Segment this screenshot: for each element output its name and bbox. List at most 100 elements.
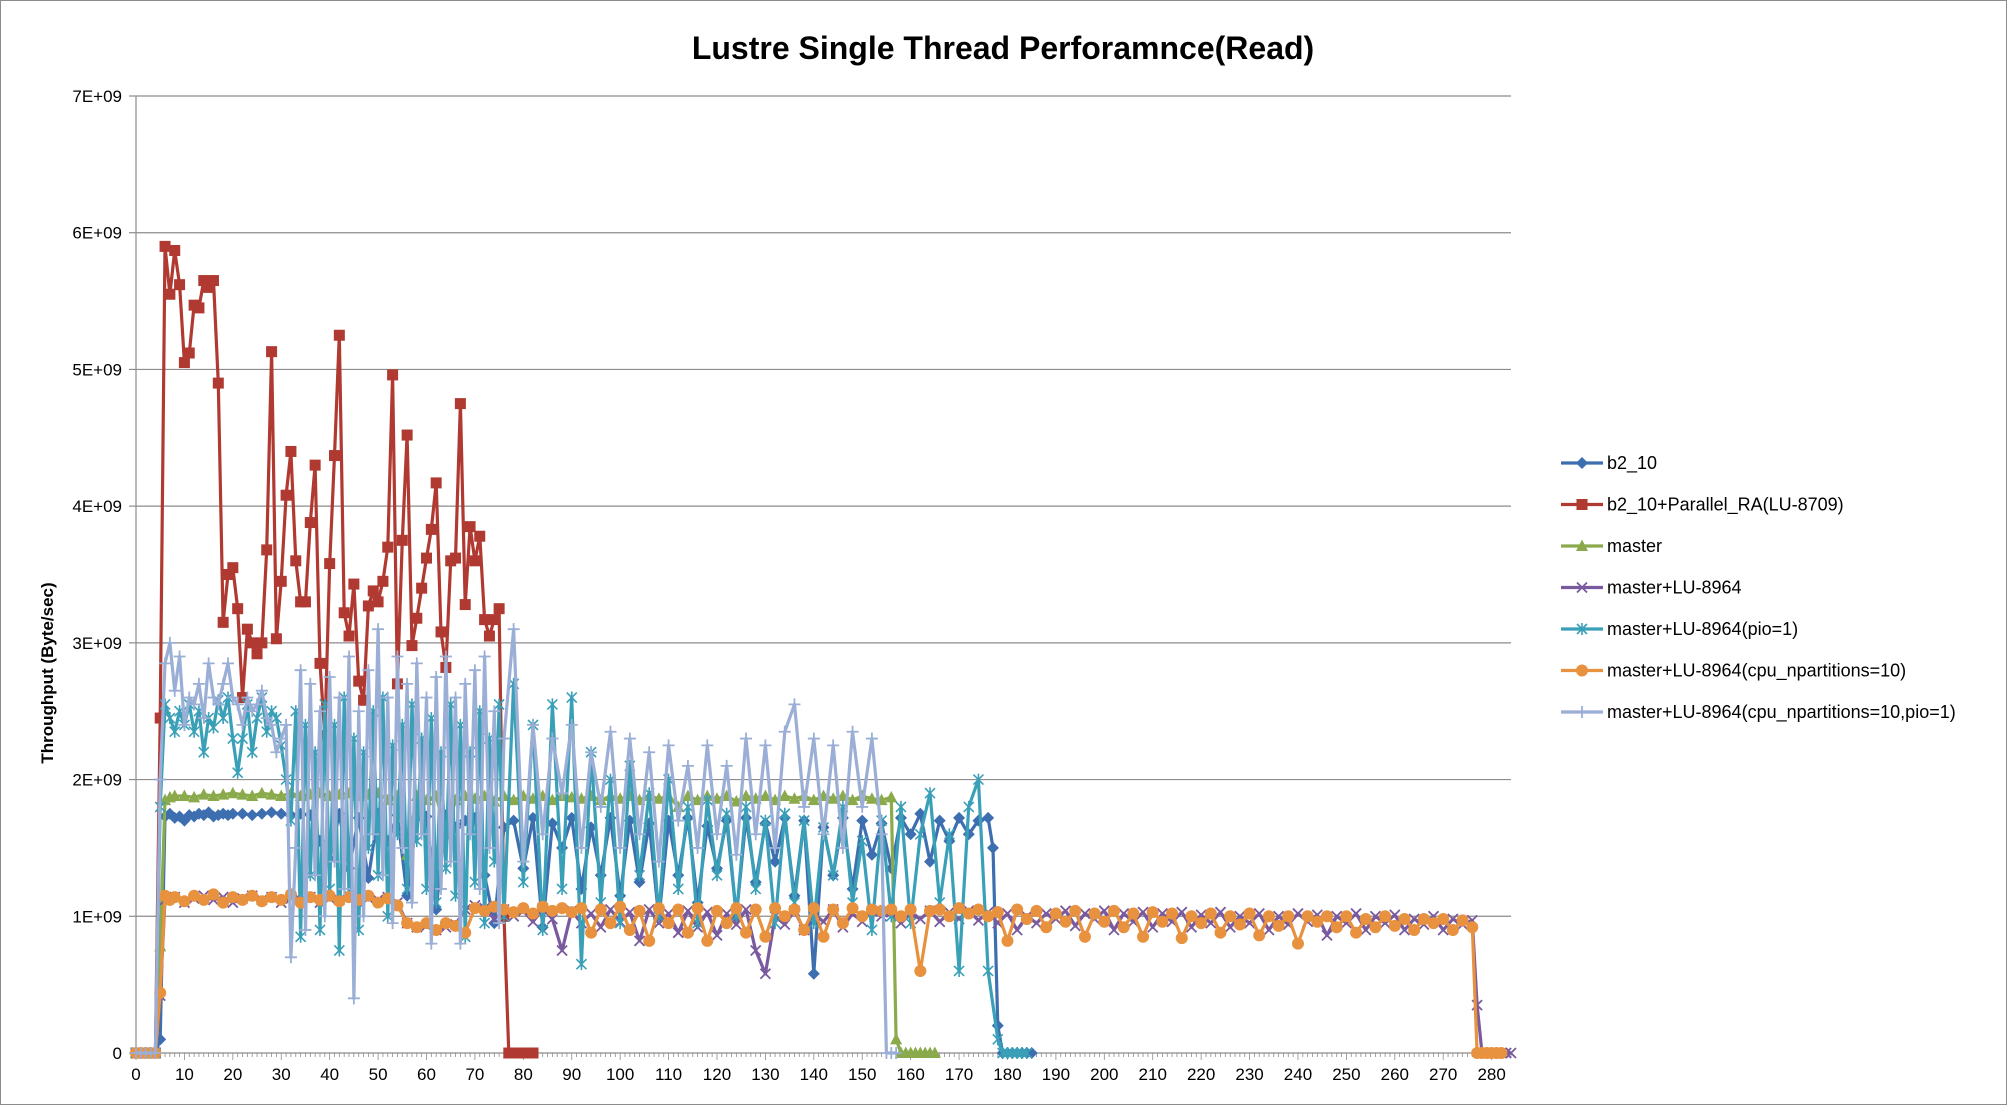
series-5-point bbox=[895, 800, 907, 813]
series-7-point bbox=[720, 759, 733, 772]
series-2-point bbox=[406, 640, 418, 652]
series-5-point bbox=[232, 766, 244, 779]
series-2-point bbox=[261, 544, 273, 556]
series-6-point bbox=[1195, 917, 1208, 930]
series-1-point bbox=[865, 848, 878, 861]
series-6-point bbox=[691, 902, 704, 915]
x-tick-label: 210 bbox=[1139, 1065, 1167, 1084]
series-7-point bbox=[585, 746, 598, 759]
series-3-point bbox=[265, 788, 278, 800]
series-4-point bbox=[624, 906, 636, 918]
series-3-point bbox=[275, 789, 288, 801]
series-7-point bbox=[318, 910, 331, 923]
series-6-point bbox=[1078, 930, 1091, 943]
series-5-point bbox=[924, 787, 936, 800]
axis-layer: 0 1E+09 2E+09 3E+09 4E+09 5E+09 6E+09 7E+09 0 10 2… bbox=[72, 87, 1512, 1084]
series-2-point bbox=[372, 596, 384, 608]
series-7-point bbox=[401, 677, 414, 690]
series-2-point bbox=[275, 575, 287, 587]
series-6-point bbox=[1359, 913, 1372, 926]
series-7-point bbox=[430, 671, 443, 684]
series-6-point bbox=[778, 910, 791, 923]
series-5-point bbox=[759, 814, 771, 827]
series-6-point bbox=[1214, 926, 1227, 939]
series-7-point bbox=[221, 657, 234, 670]
series-4-point bbox=[1292, 907, 1304, 920]
series-2-point bbox=[256, 637, 268, 649]
series-2-point bbox=[483, 630, 495, 642]
series-2-point bbox=[382, 541, 394, 553]
series-2-point bbox=[270, 633, 282, 645]
series-5-point bbox=[188, 725, 200, 738]
series-6-point bbox=[991, 906, 1004, 919]
series-7-point bbox=[236, 718, 249, 731]
series-6-point bbox=[972, 903, 985, 916]
x-tick-label: 250 bbox=[1332, 1065, 1360, 1084]
series-2-point bbox=[338, 607, 350, 619]
x-tick-label: 160 bbox=[896, 1065, 924, 1084]
series-7-point bbox=[226, 691, 239, 704]
series-6-point bbox=[1137, 930, 1150, 943]
series-4-point bbox=[1447, 913, 1459, 925]
series-7-point bbox=[444, 855, 457, 868]
series-6-point bbox=[1156, 915, 1169, 928]
series-1-point bbox=[265, 806, 278, 819]
series-4-point bbox=[701, 906, 713, 918]
series-4-point bbox=[1360, 924, 1372, 936]
series-7-point bbox=[154, 773, 167, 786]
series-6-point bbox=[536, 900, 549, 913]
series-7-point bbox=[449, 691, 462, 704]
legend-label: b2_10 bbox=[1607, 453, 1657, 474]
legend-item: master+LU-8964(cpu_npartitions=10,pio=1) bbox=[1561, 702, 1956, 723]
series-6-point bbox=[178, 895, 191, 908]
series-6-point bbox=[730, 902, 743, 915]
series-7-point bbox=[367, 828, 380, 841]
series-4-point bbox=[740, 903, 752, 916]
series-2-point bbox=[396, 534, 408, 546]
series-6-point bbox=[197, 893, 210, 906]
series-6-point bbox=[769, 902, 782, 915]
series-2-point bbox=[178, 357, 190, 369]
series-6-point bbox=[604, 917, 617, 930]
series-6-point bbox=[1001, 934, 1014, 947]
series-4-point bbox=[1137, 906, 1149, 918]
series-6-point bbox=[275, 893, 288, 906]
series-6-point bbox=[1291, 937, 1304, 950]
series-2-point bbox=[450, 552, 462, 564]
series-6-point bbox=[1098, 915, 1111, 928]
series-5-point bbox=[914, 828, 926, 841]
series-3-point bbox=[226, 786, 239, 799]
series-4-point bbox=[1118, 907, 1130, 920]
series-3-point bbox=[188, 790, 201, 803]
series-2-point bbox=[430, 477, 442, 489]
series-6-point bbox=[1020, 913, 1033, 926]
series-6-point bbox=[585, 926, 598, 939]
series-3-point bbox=[788, 792, 801, 804]
x-tick-label: 120 bbox=[703, 1065, 731, 1084]
series-2-point bbox=[290, 555, 302, 567]
series-3-point bbox=[759, 789, 772, 801]
series-7-point bbox=[299, 923, 312, 936]
legend-item: b2_10+Parallel_RA(LU-8709) bbox=[1561, 495, 1844, 516]
series-4-point bbox=[914, 913, 926, 925]
series-6-point bbox=[1185, 910, 1198, 923]
series-5-point bbox=[827, 869, 839, 882]
x-tick-label: 40 bbox=[320, 1065, 339, 1084]
series-6-point bbox=[982, 910, 995, 923]
series-6-point bbox=[217, 896, 230, 909]
series-6-point bbox=[1175, 932, 1188, 945]
series-6-point bbox=[1011, 903, 1024, 916]
series-6-point bbox=[1427, 917, 1440, 930]
series-6-point bbox=[565, 906, 578, 919]
series-5-point bbox=[493, 698, 505, 711]
series-4-point bbox=[972, 914, 985, 927]
series-6-point bbox=[681, 926, 694, 939]
x-tick-label: 270 bbox=[1429, 1065, 1457, 1084]
x-tick-label: 140 bbox=[800, 1065, 828, 1084]
series-5-point bbox=[479, 917, 491, 930]
series-5-point bbox=[866, 923, 878, 936]
series-6-point bbox=[836, 917, 849, 930]
series-2-point bbox=[280, 489, 292, 501]
series-7-point bbox=[420, 691, 433, 704]
series-6-point bbox=[1127, 907, 1140, 920]
